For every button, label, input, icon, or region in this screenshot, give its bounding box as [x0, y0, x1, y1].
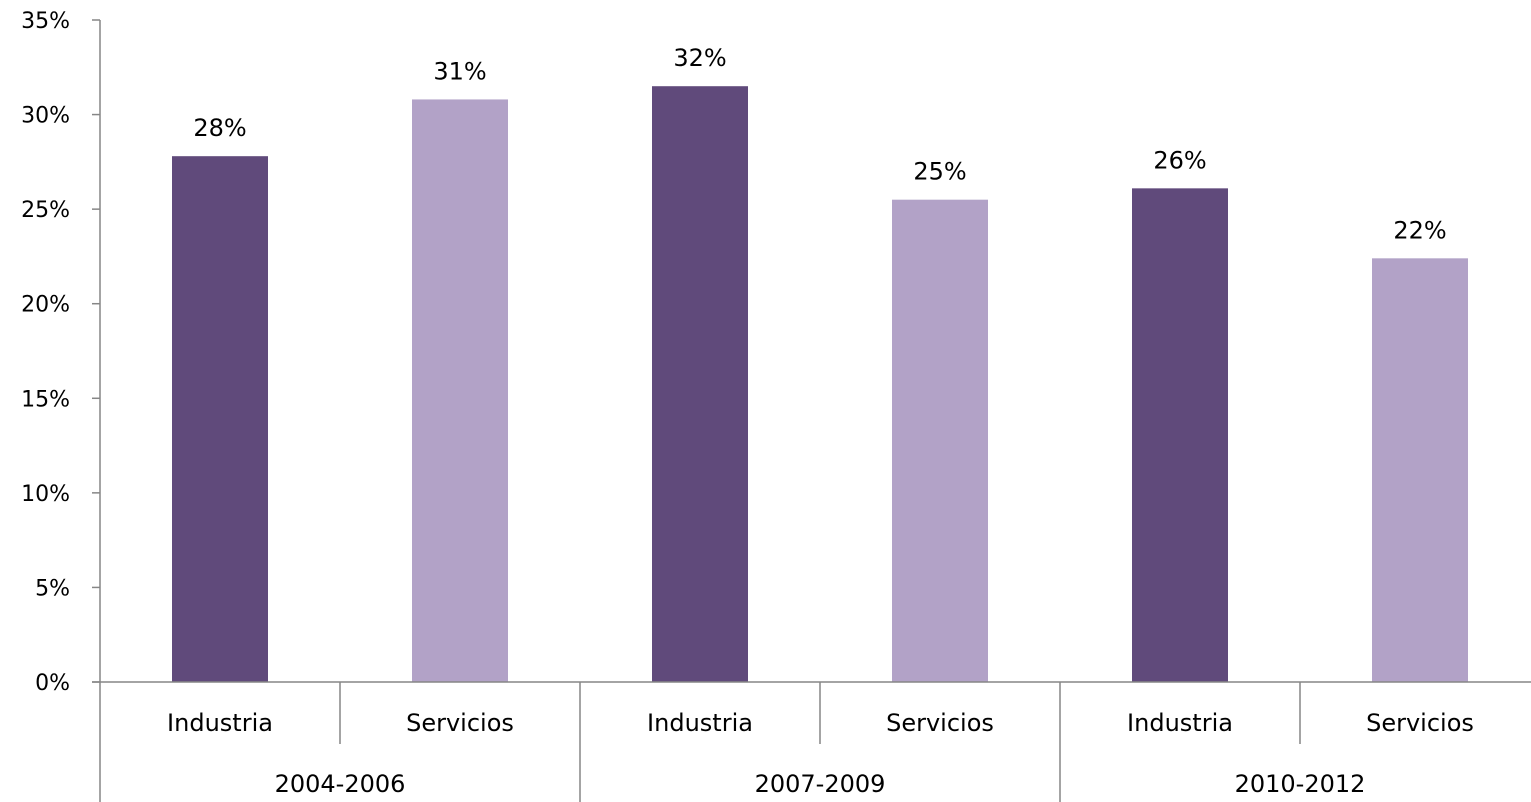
x-category-label: Industria	[647, 709, 753, 737]
x-category-label: Servicios	[406, 709, 514, 737]
data-label: 31%	[433, 57, 486, 85]
y-tick-label: 0%	[35, 671, 70, 696]
bar-industria-2004-2006	[172, 156, 268, 682]
x-group-label: 2004-2006	[275, 770, 406, 798]
bar-industria-2007-2009	[652, 86, 748, 682]
y-tick-label: 30%	[21, 104, 70, 129]
bar-industria-2010-2012	[1132, 188, 1228, 682]
x-category-label: Servicios	[1366, 709, 1474, 737]
x-category-label: Servicios	[886, 709, 994, 737]
bars	[172, 86, 1468, 682]
bar-servicios-2004-2006	[412, 99, 508, 682]
y-axis-ticks: 0% 5% 10% 15% 20% 25% 30% 35%	[21, 9, 100, 696]
y-tick-label: 25%	[21, 198, 70, 223]
x-group-label: 2010-2012	[1235, 770, 1366, 798]
x-category-label: Industria	[1127, 709, 1233, 737]
y-tick-label: 15%	[21, 387, 70, 412]
x-group-label: 2007-2009	[755, 770, 886, 798]
x-axis: Industria Servicios 2004-2006 Industria Serv…	[92, 681, 1531, 802]
data-label: 22%	[1393, 216, 1446, 244]
data-label: 32%	[673, 44, 726, 72]
data-label: 28%	[193, 114, 246, 142]
data-label: 26%	[1153, 146, 1206, 174]
y-tick-label: 10%	[21, 482, 70, 507]
y-tick-label: 20%	[21, 293, 70, 318]
bar-servicios-2007-2009	[892, 199, 988, 682]
bar-servicios-2010-2012	[1372, 258, 1468, 682]
x-category-label: Industria	[167, 709, 273, 737]
y-tick-label: 5%	[35, 576, 70, 601]
data-labels: 28% 31% 32% 25% 26% 22%	[193, 44, 1446, 244]
data-label: 25%	[913, 158, 966, 186]
y-tick-label: 35%	[21, 9, 70, 34]
